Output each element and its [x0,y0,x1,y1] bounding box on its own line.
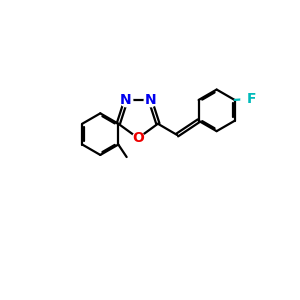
Text: O: O [132,131,144,145]
Text: N: N [120,94,132,107]
Text: F: F [247,92,256,106]
Text: N: N [145,94,156,107]
